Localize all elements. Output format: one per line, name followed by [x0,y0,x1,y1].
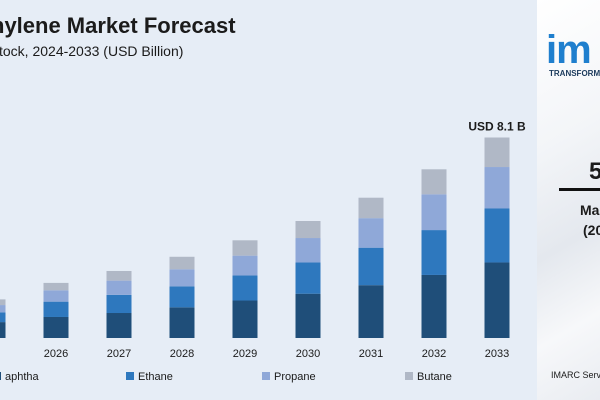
brand-logo: im [546,28,592,72]
bar-segment-ethane [169,286,195,308]
x-tick-label: 2029 [233,348,257,360]
side-panel: im TRANSFORM 5 Ma (20 IMARC Servi [537,0,600,400]
x-tick-label: 2031 [359,348,383,360]
x-tick-label: 2033 [485,348,509,360]
bar-segment-ethane [106,294,132,314]
x-tick-label: 2030 [296,348,320,360]
bar-segment-butane [358,197,384,219]
legend-swatch [262,372,270,380]
bar-segment-propane [106,280,132,295]
source-credit: IMARC Servi [551,370,600,380]
bar-segment-aphtha [169,307,195,338]
bar-segment-butane [295,220,321,239]
bar-segment-ethane [232,275,258,301]
bar-segment-butane [484,137,510,168]
legend-label: Propane [274,371,316,383]
bar-segment-aphtha [0,322,6,338]
bar-segment-propane [358,218,384,248]
bar-segment-ethane [484,208,510,263]
bar-segment-aphtha [232,300,258,338]
bar-segment-aphtha [484,262,510,338]
bar-segment-propane [421,194,447,231]
bar-segment-aphtha [421,274,447,338]
legend-label: Butane [417,371,452,383]
bar-segment-butane [106,270,132,281]
bar-segment-butane [0,299,6,306]
chart-panel: hylene Market Forecast tock, 2024-2033 (… [0,0,537,400]
bar-segment-propane [0,305,6,313]
bar-segment-butane [232,240,258,256]
x-tick-label: 2026 [44,348,68,360]
bar-segment-propane [232,255,258,276]
bar-segment-aphtha [106,313,132,338]
legend-swatch [126,372,134,380]
bar-segment-propane [43,290,69,302]
bar-segment-butane [421,169,447,195]
bar-segment-propane [484,167,510,209]
bar-segment-aphtha [358,285,384,338]
legend-label: aphtha [5,371,40,383]
legend-swatch [0,372,1,380]
market-value: 5 [589,158,600,185]
brand-tagline: TRANSFORM [549,69,600,78]
bar-segment-propane [169,269,195,287]
bar-segment-propane [295,238,321,263]
legend-label: Ethane [138,371,173,383]
stacked-bar-chart: 520262027202820292030203120322033USD 8.1… [0,119,526,383]
legend-swatch [405,372,413,380]
total-annotation: USD 8.1 B [468,119,526,133]
chart-subtitle: tock, 2024-2033 (USD Billion) [0,43,184,59]
bar-segment-ethane [421,230,447,275]
bar-segment-butane [43,282,69,291]
bar-segment-ethane [43,301,69,317]
bar-segment-ethane [295,262,321,294]
value-divider [559,188,600,191]
bar-segment-ethane [0,312,6,323]
bar-segment-aphtha [295,293,321,338]
market-label: Ma [580,202,600,218]
bar-segment-ethane [358,247,384,286]
chart-title: hylene Market Forecast [0,13,236,38]
x-tick-label: 2032 [422,348,446,360]
x-tick-label: 2027 [107,348,131,360]
x-tick-label: 2028 [170,348,194,360]
bar-segment-aphtha [43,316,69,338]
period-label: (20 [583,222,600,238]
bar-segment-butane [169,256,195,270]
